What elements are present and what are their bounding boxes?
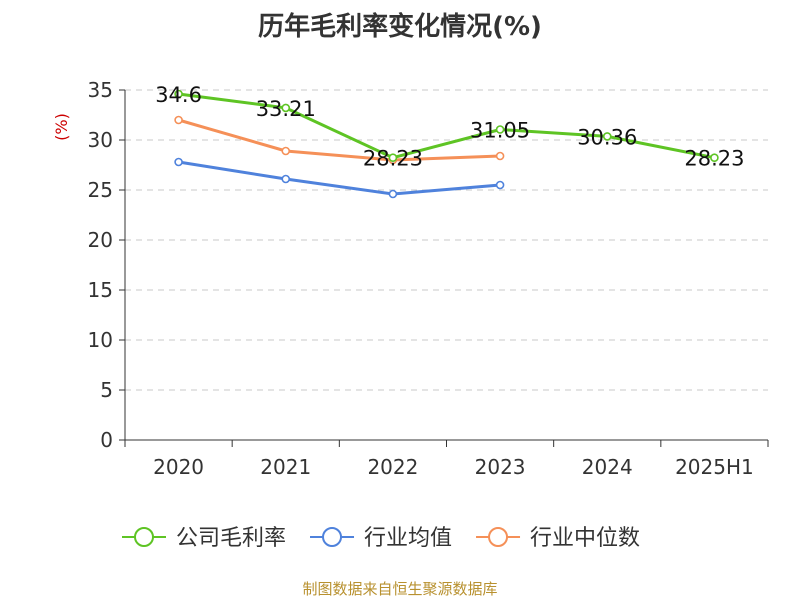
- x-tick-label: 2022: [367, 455, 418, 479]
- y-tick-label: 15: [88, 278, 113, 302]
- data-point[interactable]: [495, 180, 505, 190]
- data-point[interactable]: [388, 189, 398, 199]
- series-line: [178, 92, 715, 160]
- legend[interactable]: 公司毛利率 行业均值 行业中位数: [122, 526, 640, 551]
- data-point[interactable]: [174, 115, 183, 125]
- data-point[interactable]: [602, 132, 612, 141]
- data-label: 30.36: [577, 125, 637, 149]
- y-tick-label: 25: [88, 178, 113, 202]
- data-point[interactable]: [281, 103, 291, 113]
- y-tick-label: 10: [88, 328, 113, 352]
- x-tick-label: 2024: [582, 455, 633, 479]
- legend-label: 行业均值: [364, 526, 452, 551]
- chart-title: 历年毛利率变化情况(%): [258, 12, 542, 42]
- y-tick-label: 0: [100, 428, 113, 452]
- data-point[interactable]: [495, 151, 505, 161]
- legend-label: 公司毛利率: [176, 526, 286, 551]
- legend-marker: [488, 527, 509, 547]
- data-point[interactable]: [281, 174, 291, 184]
- legend-marker: [322, 527, 343, 547]
- data-point[interactable]: [388, 153, 398, 162]
- data-point[interactable]: [710, 153, 719, 162]
- data-label: 28.23: [363, 147, 423, 171]
- series-line: [178, 160, 501, 196]
- data-label: 31.05: [470, 119, 530, 143]
- legend-label: 行业中位数: [530, 526, 640, 551]
- axes: 0 5 10 15 20 25 30 35 2020 2021 2022 2023 2024 2025H1…: [52, 78, 769, 479]
- legend-marker: [134, 527, 154, 547]
- grid-lines: [125, 89, 768, 391]
- legend-item[interactable]: 行业均值: [310, 526, 452, 551]
- data-point[interactable]: [174, 89, 183, 99]
- series: [174, 89, 719, 199]
- data-point[interactable]: [281, 146, 291, 156]
- y-tick-label: 20: [88, 228, 113, 252]
- x-tick-label: 2021: [260, 455, 311, 479]
- data-point[interactable]: [174, 157, 183, 167]
- data-label: 33.21: [256, 97, 316, 121]
- y-tick-label: 5: [100, 378, 113, 402]
- data-label: 34.6: [155, 83, 202, 107]
- series-line: [178, 118, 501, 162]
- source-note: 制图数据来自恒生聚源数据库: [302, 580, 498, 598]
- x-tick-label: 2023: [475, 455, 526, 479]
- data-point[interactable]: [495, 125, 505, 134]
- x-tick-label: 2025H1: [675, 455, 754, 479]
- data-labels: 34.6 33.21 28.23 31.05 30.36 28.23: [155, 83, 744, 171]
- x-tick-label: 2020: [153, 455, 204, 479]
- y-axis-label: (%): [52, 113, 71, 141]
- y-tick-label: 30: [88, 128, 113, 152]
- data-label: 28.23: [684, 147, 744, 171]
- legend-item[interactable]: 行业中位数: [476, 526, 640, 551]
- legend-item[interactable]: 公司毛利率: [122, 526, 286, 551]
- y-tick-label: 35: [88, 78, 113, 102]
